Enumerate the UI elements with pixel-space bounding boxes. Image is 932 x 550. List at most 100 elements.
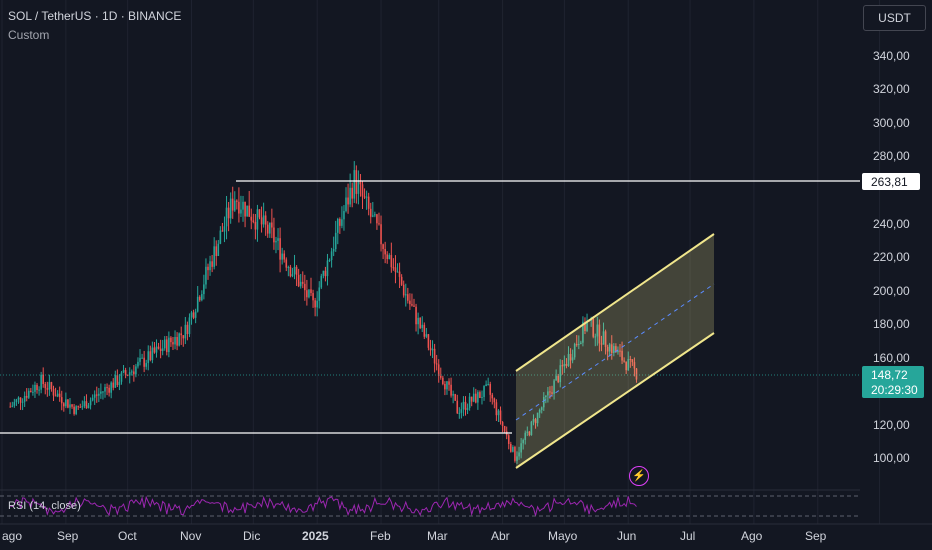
candle-body <box>615 346 617 353</box>
candle-body <box>602 331 605 345</box>
candle-body <box>153 347 156 353</box>
vertical-grid <box>1 0 881 524</box>
candle-body <box>343 211 345 220</box>
candle-body <box>15 399 18 403</box>
candle-body <box>176 337 178 346</box>
price-tick: 340,00 <box>873 49 910 63</box>
candle-body <box>242 201 244 210</box>
candle-body <box>190 312 193 318</box>
candle-body <box>83 401 86 407</box>
candle-body <box>126 374 129 376</box>
candle-body <box>425 334 428 337</box>
channel-lower-line[interactable] <box>515 332 715 469</box>
candle-body <box>547 391 549 396</box>
candle-body <box>221 230 224 232</box>
time-tick: Oct <box>118 529 137 543</box>
candle-body <box>518 452 520 457</box>
candle-body <box>516 456 518 461</box>
candle-body <box>520 443 522 453</box>
candle-body <box>549 391 551 393</box>
candle-body <box>462 401 465 410</box>
candle-body <box>353 170 356 199</box>
candle-body <box>524 432 527 440</box>
candle-body <box>124 370 127 375</box>
candle-body <box>411 304 413 306</box>
candle-body <box>376 214 378 224</box>
candle-body <box>271 222 273 228</box>
candle-body <box>67 399 69 408</box>
candle-body <box>404 294 407 296</box>
candle-body <box>388 255 391 260</box>
symbol-title[interactable]: SOL / TetherUS · 1D · BINANCE <box>8 9 182 23</box>
candle-body <box>444 383 446 390</box>
candle-body <box>145 363 147 367</box>
candle-body <box>534 419 537 424</box>
candle-body <box>584 321 586 331</box>
candle-body <box>25 395 28 398</box>
candle-body <box>48 382 51 390</box>
candle-body <box>246 205 248 217</box>
candle-body <box>227 207 230 219</box>
channel-upper-line[interactable] <box>515 233 715 372</box>
currency-selector-button[interactable]: USDT <box>863 5 926 31</box>
candle-body <box>314 300 316 308</box>
candle-body <box>458 412 461 414</box>
candle-body <box>36 384 38 391</box>
candle-body <box>19 397 22 403</box>
candle-body <box>448 381 450 385</box>
candle-body <box>501 421 504 426</box>
candle-body <box>635 368 638 380</box>
candle-body <box>499 410 502 422</box>
candle-body <box>326 260 329 277</box>
candle-body <box>260 217 263 225</box>
candle-body <box>336 219 339 233</box>
candle-body <box>479 392 481 398</box>
candle-body <box>106 387 108 389</box>
price-tick: 240,00 <box>873 217 910 231</box>
price-axis[interactable]: 340,00 320,00 300,00 280,00 240,00 220,0… <box>873 49 910 465</box>
candle-body <box>415 306 417 325</box>
rsi-indicator-label[interactable]: RSI (14, close) <box>8 500 81 512</box>
candle-body <box>402 284 405 296</box>
candle-body <box>301 281 304 284</box>
candle-body <box>11 405 14 407</box>
candle-body <box>493 398 496 403</box>
candle-body <box>75 406 77 414</box>
time-axis[interactable]: ago Sep Oct Nov Dic 2025 Feb Mar Abr May… <box>2 529 827 543</box>
candle-body <box>40 374 42 390</box>
candle-body <box>139 357 141 362</box>
candle-body <box>468 396 471 408</box>
candle-body <box>586 320 588 331</box>
candle-body <box>182 335 185 339</box>
candle-body <box>277 238 279 241</box>
candle-body <box>269 222 271 234</box>
candle-body <box>244 201 246 217</box>
candle-body <box>120 372 123 382</box>
candle-body <box>578 343 580 345</box>
last-price-tag <box>862 366 924 398</box>
candle-body <box>431 348 434 351</box>
candle-body <box>429 347 432 351</box>
price-tick: 100,00 <box>873 451 910 465</box>
candle-body <box>503 425 506 432</box>
candle-body <box>102 391 104 393</box>
time-tick: 2025 <box>302 529 329 543</box>
time-tick: Dic <box>243 529 260 543</box>
lightning-icon[interactable]: ⚡ <box>629 466 649 486</box>
candle-body <box>178 333 180 346</box>
candle-body <box>312 293 314 301</box>
candle-body <box>215 246 218 256</box>
candle-body <box>567 353 570 366</box>
candle-body <box>297 274 300 287</box>
candle-body <box>477 392 479 403</box>
candle-body <box>400 276 403 285</box>
candle-body <box>293 266 296 275</box>
candle-body <box>573 344 576 358</box>
candle-body <box>147 351 150 364</box>
candle-body <box>532 419 535 422</box>
candle-body <box>252 220 255 222</box>
candle-body <box>481 396 483 398</box>
chart-subtitle: Custom <box>8 28 50 42</box>
candle-body <box>542 397 545 408</box>
